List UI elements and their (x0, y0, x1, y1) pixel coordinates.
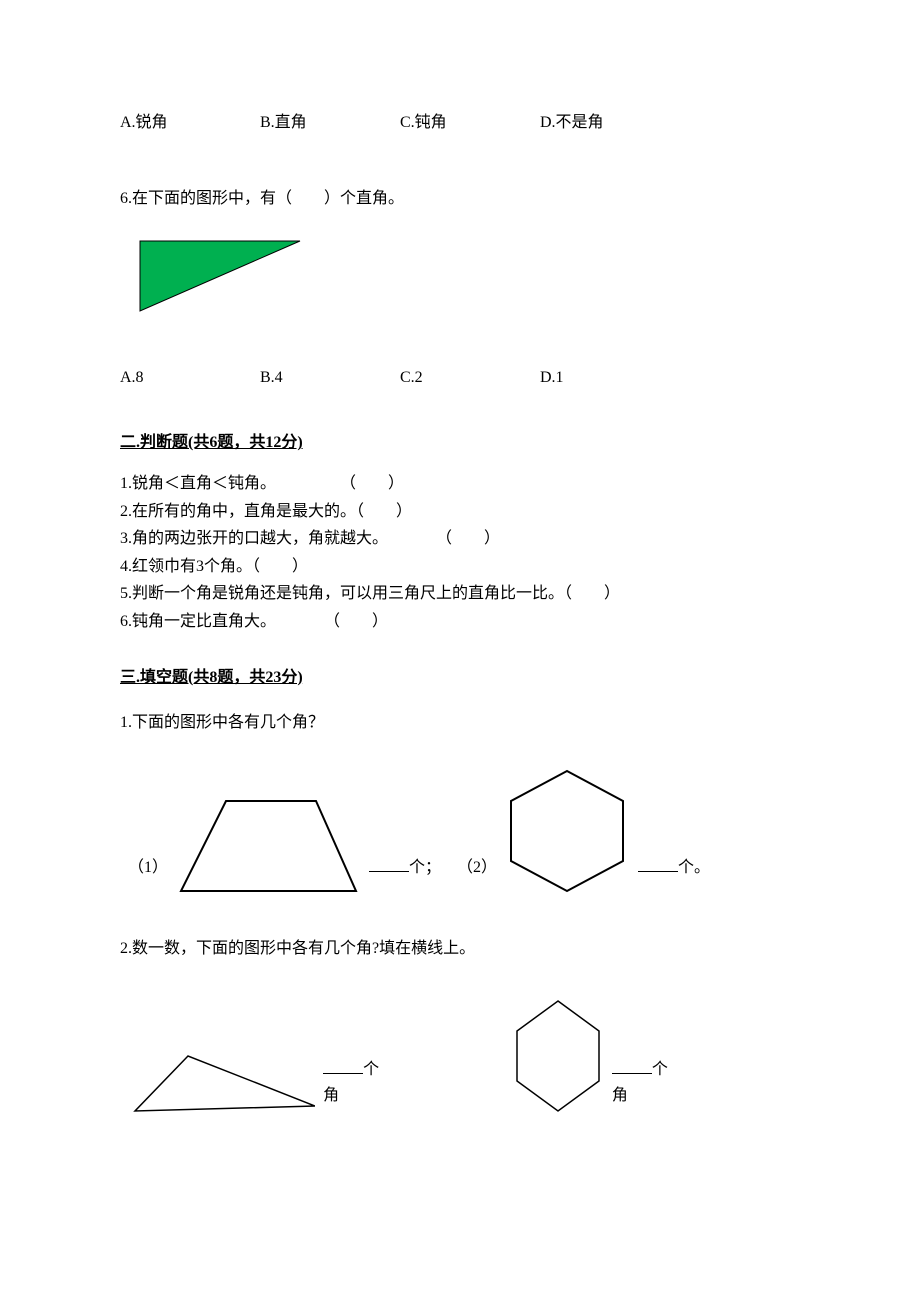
s3-q1-suffix2: 个。 (678, 859, 710, 876)
s3-q2-blank2: 个角 (612, 1057, 682, 1108)
section2-item-4: 4.红领巾有3个角。（ ） (120, 554, 800, 580)
s3-q2-group1: 个角 (130, 1051, 401, 1116)
hexagon-icon (505, 766, 630, 896)
q6-options: A.8 B.4 C.2 D.1 (120, 365, 800, 391)
s3-q2-figures: 个角 个角 (130, 996, 800, 1116)
q5-option-c: C.钝角 (400, 110, 540, 136)
s3-q2-text: 2.数一数，下面的图形中各有几个角?填在横线上。 (120, 936, 800, 962)
q6-option-a: A.8 (120, 365, 260, 391)
q5-options: A.锐角 B.直角 C.钝角 D.不是角 (120, 110, 800, 136)
s3-q1-blank1: 个； (369, 855, 441, 881)
trapezoid-icon (176, 796, 361, 896)
s3-q1-figures: （1） 个； （2） 个。 (120, 766, 800, 896)
q5-option-b: B.直角 (260, 110, 400, 136)
section2-item-5: 5.判断一个角是锐角还是钝角，可以用三角尺上的直角比一比。（ ） (120, 581, 800, 607)
s3-q1-text: 1.下面的图形中各有几个角？ (120, 710, 800, 736)
section2-item-3: 3.角的两边张开的口越大，角就越大。 （ ） (120, 526, 800, 552)
s3-q1-blank2: 个。 (638, 855, 710, 881)
q5-option-a: A.锐角 (120, 110, 260, 136)
small-triangle-icon (130, 1051, 315, 1116)
section2-header: 二.判断题(共6题，共12分) (120, 430, 800, 456)
section3-header: 三.填空题(共8题，共23分) (120, 665, 800, 691)
right-triangle-icon (135, 236, 305, 316)
q6-option-d: D.1 (540, 365, 690, 391)
page: A.锐角 B.直角 C.钝角 D.不是角 6.在下面的图形中，有（ ）个直角。 … (0, 0, 920, 1302)
s3-q2-blank1: 个角 (323, 1057, 393, 1108)
q6-text: 6.在下面的图形中，有（ ）个直角。 (120, 186, 800, 212)
section2-item-2: 2.在所有的角中，直角是最大的。（ ） (120, 499, 800, 525)
section2-item-6: 6.钝角一定比直角大。 （ ） (120, 609, 800, 635)
q5-option-d: D.不是角 (540, 110, 690, 136)
q6-triangle-figure (135, 236, 800, 325)
q6-option-b: B.4 (260, 365, 400, 391)
s3-q1-label2-prefix: （2） (457, 855, 497, 881)
s3-q1-suffix1: 个； (409, 859, 441, 876)
s3-q1-label1-prefix: （1） (128, 855, 168, 881)
q6-option-c: C.2 (400, 365, 540, 391)
s3-q2-group2: 个角 (511, 996, 690, 1116)
section2-item-1: 1.锐角＜直角＜钝角。 （ ） (120, 471, 800, 497)
small-hexagon-icon (511, 996, 604, 1116)
